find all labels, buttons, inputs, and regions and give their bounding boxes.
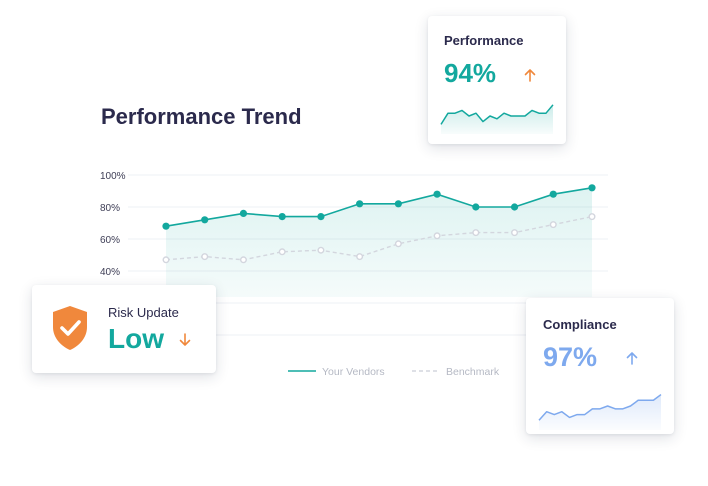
arrow-up-icon [524, 69, 536, 82]
sparkline-line [440, 104, 554, 125]
benchmark-point [317, 246, 325, 254]
risk-update-card[interactable]: Risk Update Low [32, 285, 216, 373]
arrow-down-icon [179, 333, 191, 346]
performance-sparkline [440, 104, 554, 134]
benchmark-point [588, 213, 596, 221]
legend-vendors-label: Your Vendors [322, 366, 385, 378]
vendors-point [239, 209, 248, 217]
vendors-line [165, 187, 593, 227]
y-tick-label: 60% [100, 235, 120, 246]
benchmark-point [356, 253, 364, 261]
benchmark-point [549, 221, 557, 229]
sparkline-line [538, 393, 662, 421]
performance-card[interactable]: Performance 94% [428, 16, 566, 144]
performance-card-title: Performance [444, 33, 524, 48]
page-title: Performance Trend [101, 104, 302, 129]
benchmark-point [162, 256, 170, 264]
benchmark-point [472, 229, 480, 237]
vendors-point [356, 200, 364, 208]
y-tick-label: 100% [100, 171, 126, 182]
vendors-area [166, 187, 592, 335]
vendors-point [549, 190, 557, 198]
y-tick-label: 80% [100, 203, 120, 214]
compliance-card-title: Compliance [543, 317, 617, 332]
arrow-up-icon [626, 352, 638, 365]
legend-benchmark-label: Benchmark [446, 366, 500, 378]
vendors-point [278, 213, 286, 221]
benchmark-point [201, 253, 209, 261]
benchmark-line [165, 215, 593, 261]
benchmark-point [239, 256, 247, 264]
risk-card-title: Risk Update [108, 305, 179, 320]
performance-value: 94% [444, 58, 497, 88]
vendors-point [588, 184, 596, 192]
benchmark-point [433, 232, 441, 240]
benchmark-point [278, 248, 286, 256]
compliance-sparkline [538, 393, 662, 430]
vendors-point [433, 190, 441, 198]
vendors-point [162, 222, 170, 230]
y-tick-label: 40% [100, 267, 120, 278]
vendors-point [201, 216, 209, 224]
vendors-point [394, 200, 402, 208]
benchmark-point [511, 229, 519, 237]
sparkline-area [539, 394, 661, 430]
risk-value: Low [108, 323, 164, 354]
compliance-card[interactable]: Compliance 97% [526, 298, 674, 434]
vendors-point [510, 203, 519, 211]
benchmark-point [394, 240, 402, 248]
compliance-value: 97% [543, 342, 598, 372]
vendors-point [317, 213, 325, 221]
shield-check-icon [53, 306, 87, 350]
vendors-point [472, 203, 480, 211]
